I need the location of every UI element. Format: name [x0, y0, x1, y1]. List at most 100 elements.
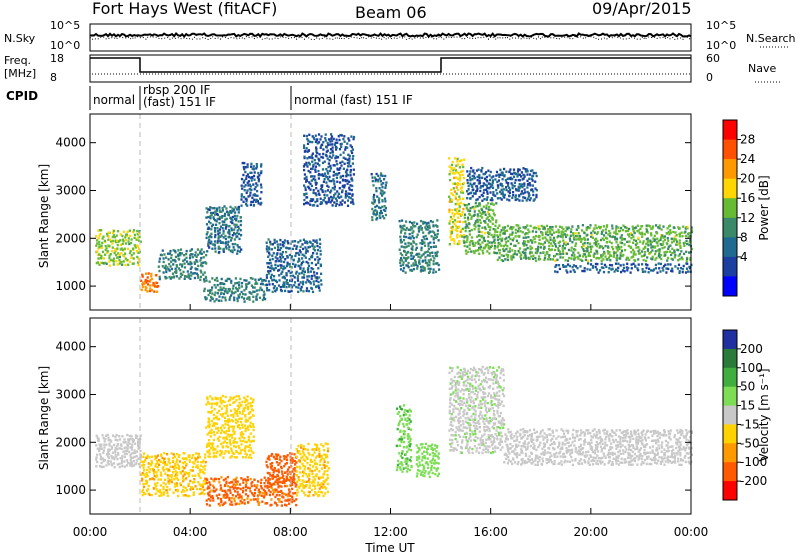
heatmap-cell: [220, 291, 223, 295]
heatmap-cell: [663, 238, 666, 241]
heatmap-cell: [319, 202, 322, 206]
heatmap-cell: [485, 175, 488, 179]
heatmap-cell: [467, 250, 470, 254]
heatmap-cell: [459, 201, 462, 205]
heatmap-cell: [415, 246, 418, 250]
heatmap-cell: [457, 419, 460, 422]
heatmap-cell: [319, 146, 322, 149]
heatmap-cell: [208, 452, 211, 455]
heatmap-cell: [531, 230, 534, 233]
heatmap-cell: [668, 224, 672, 227]
heatmap-cell: [590, 233, 593, 236]
heatmap-cell: [245, 403, 248, 407]
heatmap-cell: [308, 140, 312, 144]
heatmap-cell: [245, 287, 248, 290]
heatmap-cell: [235, 223, 238, 227]
heatmap-cell: [316, 241, 319, 245]
heatmap-cell: [220, 487, 223, 490]
heatmap-cell: [138, 439, 141, 443]
heatmap-cell: [283, 492, 286, 496]
heatmap-cell: [348, 186, 351, 190]
heatmap-cell: [448, 387, 451, 390]
cpid-segment-rbsp-line2: (fast) 151 IF: [143, 95, 216, 109]
heatmap-cell: [103, 446, 106, 449]
heatmap-cell: [240, 431, 243, 434]
heatmap-cell: [222, 478, 225, 482]
heatmap-cell: [463, 234, 466, 237]
heatmap-cell: [117, 451, 120, 455]
heatmap-cell: [453, 222, 456, 225]
heatmap-cell: [99, 465, 102, 468]
heatmap-cell: [250, 171, 253, 174]
heatmap-cell: [521, 199, 524, 202]
heatmap-cell: [266, 484, 269, 488]
heatmap-cell: [637, 263, 640, 266]
heatmap-cell: [233, 208, 236, 211]
heatmap-cell: [189, 271, 193, 274]
heatmap-cell: [215, 220, 218, 223]
heatmap-cell: [451, 442, 454, 445]
heatmap-cell: [302, 247, 305, 251]
heatmap-cell: [136, 435, 139, 438]
heatmap-cell: [690, 247, 693, 251]
heatmap-cell: [585, 228, 588, 232]
heatmap-cell: [193, 456, 196, 460]
heatmap-cell: [593, 242, 596, 245]
heatmap-cell: [300, 271, 303, 275]
heatmap-cell: [451, 193, 454, 196]
heatmap-cell: [267, 480, 270, 483]
heatmap-cell: [100, 244, 103, 247]
heatmap-cell: [274, 475, 277, 479]
heatmap-cell: [483, 247, 486, 250]
heatmap-cell: [313, 137, 316, 141]
heatmap-cell: [502, 244, 505, 248]
heatmap-cell: [350, 188, 353, 192]
heatmap-cell: [315, 276, 318, 279]
heatmap-cell: [466, 170, 469, 173]
heatmap-cell: [632, 229, 635, 233]
heatmap-cell: [243, 289, 246, 292]
heatmap-cell: [395, 444, 398, 447]
heatmap-cell: [238, 293, 242, 296]
heatmap-cell: [619, 252, 622, 255]
heatmap-cell: [501, 237, 504, 240]
heatmap-cell: [455, 207, 459, 211]
heatmap-cell: [106, 433, 109, 437]
heatmap-cell: [615, 227, 618, 231]
heatmap-cell: [269, 474, 272, 477]
heatmap-cell: [215, 427, 218, 430]
heatmap-cell: [187, 262, 190, 266]
heatmap-cell: [319, 264, 322, 268]
heatmap-cell: [240, 420, 243, 424]
heatmap-cell: [480, 185, 483, 188]
heatmap-cell: [372, 210, 375, 213]
heatmap-cell: [229, 209, 232, 213]
heatmap-cell: [101, 241, 104, 245]
heatmap-cell: [238, 281, 241, 284]
heatmap-cell: [248, 291, 251, 294]
heatmap-cell: [243, 424, 247, 427]
heatmap-cell: [301, 283, 305, 286]
heatmap-cell: [218, 222, 221, 225]
heatmap-cell: [321, 143, 324, 146]
heatmap-cell: [483, 226, 487, 229]
heatmap-cell: [487, 202, 490, 205]
heatmap-cell: [503, 226, 507, 229]
heatmap-cell: [423, 266, 426, 270]
heatmap-cell: [477, 240, 480, 243]
heatmap-cell: [206, 250, 209, 253]
heatmap-cell: [688, 232, 691, 235]
heatmap-cell: [257, 490, 260, 493]
heatmap-cell: [163, 463, 167, 466]
heatmap-cell: [278, 279, 281, 282]
heatmap-cell: [191, 256, 194, 259]
heatmap-cell: [238, 493, 241, 496]
heatmap-cell: [348, 196, 351, 199]
heatmap-cell: [308, 156, 311, 159]
heatmap-cell: [453, 190, 456, 193]
heatmap-cell: [404, 246, 407, 249]
heatmap-cell: [201, 264, 204, 268]
heatmap-cell: [271, 493, 275, 496]
heatmap-cell: [174, 473, 178, 476]
heatmap-cell: [511, 172, 514, 176]
